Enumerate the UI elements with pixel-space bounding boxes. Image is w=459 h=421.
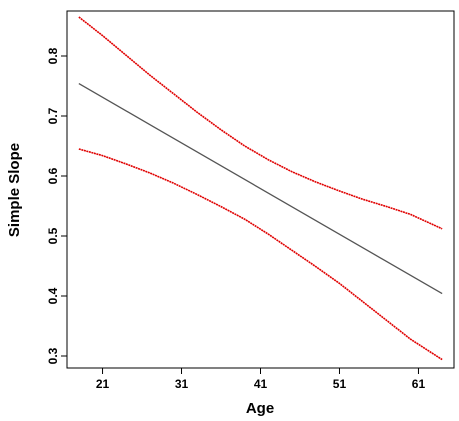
y-tick-label: 0.3 <box>46 347 60 364</box>
x-tick-label: 41 <box>254 377 268 391</box>
y-axis: 0.3 0.4 0.5 0.6 0.7 0.8 <box>46 47 67 364</box>
plot-frame <box>66 10 455 369</box>
y-axis-label: Simple Slope <box>6 143 23 237</box>
x-axis-label: Age <box>246 400 274 417</box>
x-tick-label: 61 <box>412 377 426 391</box>
y-tick-label: 0.4 <box>46 287 60 304</box>
x-tick-label: 31 <box>175 377 189 391</box>
x-tick-label: 21 <box>96 377 110 391</box>
x-axis: 21 31 41 51 61 <box>96 368 426 391</box>
x-tick-label: 51 <box>333 377 347 391</box>
y-tick-label: 0.7 <box>46 107 60 124</box>
y-tick-label: 0.6 <box>46 167 60 184</box>
lower-bound-line <box>78 148 443 361</box>
estimate-line <box>78 83 443 295</box>
y-tick-label: 0.5 <box>46 227 60 244</box>
upper-bound-line <box>78 16 443 230</box>
y-tick-label: 0.8 <box>46 47 60 64</box>
series-layer <box>78 16 443 361</box>
